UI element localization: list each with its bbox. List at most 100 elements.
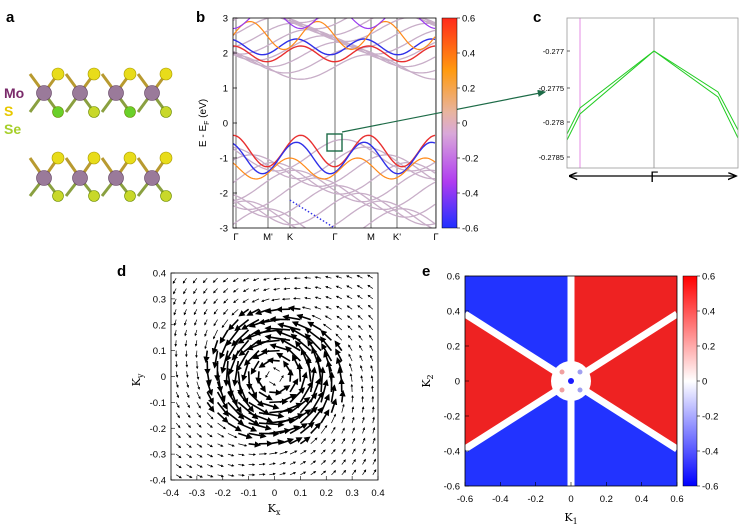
band-colorbar-ticks: 0.6 0.4 0.2 0 -0.2 -0.4 -0.6 bbox=[457, 14, 478, 235]
spin-arrow bbox=[217, 433, 225, 438]
spin-arrow bbox=[310, 471, 317, 476]
spin-arrow bbox=[359, 364, 363, 372]
spin-arrow bbox=[358, 334, 363, 341]
se-atom bbox=[88, 190, 100, 202]
spin-arrow bbox=[203, 309, 208, 315]
spin-arrow bbox=[258, 360, 270, 368]
spin-arrow bbox=[331, 413, 336, 424]
spin-arrow bbox=[370, 354, 374, 362]
spin-arrow bbox=[335, 285, 342, 289]
spin-arrow bbox=[202, 277, 208, 284]
spin-arrow bbox=[223, 288, 229, 293]
spin-arrow bbox=[331, 448, 336, 455]
spin-arrow bbox=[310, 391, 324, 414]
spin-arrow bbox=[336, 305, 342, 310]
spin-arrow bbox=[227, 422, 242, 432]
se-atom bbox=[52, 106, 64, 118]
spin-texture-arrows bbox=[172, 274, 377, 479]
legend-mo: Mo bbox=[4, 85, 24, 101]
spin-arrow bbox=[217, 464, 224, 468]
spin-arrow bbox=[279, 437, 295, 445]
spin-arrow bbox=[300, 461, 307, 465]
spin-arrow bbox=[314, 296, 322, 300]
spin-arrow bbox=[339, 389, 346, 403]
band-ytick: 1 bbox=[223, 84, 228, 95]
spin-arrow bbox=[227, 433, 238, 438]
spin-arrow bbox=[331, 438, 336, 444]
mose2-structure bbox=[28, 67, 173, 202]
spin-arrow bbox=[289, 450, 298, 455]
spin-arrow bbox=[331, 470, 337, 476]
spin-arrow bbox=[289, 409, 312, 424]
spin-arrow bbox=[296, 362, 303, 382]
spin-arrow bbox=[372, 458, 376, 465]
spin-arrow bbox=[341, 459, 346, 465]
spin-arrow bbox=[310, 460, 317, 465]
spin-arrow bbox=[196, 433, 203, 438]
spin-arrow bbox=[334, 340, 343, 352]
spin-arrow bbox=[285, 345, 301, 362]
spin-arrow bbox=[346, 315, 353, 320]
berry-ytick: 0.2 bbox=[447, 342, 460, 353]
spin-arrow bbox=[213, 288, 218, 294]
spin-arrow bbox=[231, 308, 239, 316]
spin-arrow bbox=[356, 285, 363, 289]
spin-arrow bbox=[311, 346, 322, 372]
spin-arrow bbox=[183, 288, 187, 295]
spin-arrow bbox=[367, 274, 374, 279]
spin-arrow bbox=[290, 333, 312, 352]
quiver-xtick: 0.2 bbox=[320, 488, 333, 499]
legend-s: S bbox=[4, 103, 13, 119]
spin-arrow bbox=[369, 334, 374, 341]
quiver-ytick: -0.3 bbox=[150, 450, 166, 461]
spin-arrow bbox=[349, 373, 353, 382]
spin-arrow bbox=[299, 436, 311, 445]
spin-arrow bbox=[299, 371, 308, 393]
spin-arrow bbox=[330, 398, 338, 413]
spin-arrow bbox=[309, 377, 321, 403]
spin-arrow bbox=[304, 286, 311, 290]
spin-arrow bbox=[248, 441, 262, 448]
spin-arrow bbox=[183, 319, 187, 326]
spin-arrow bbox=[309, 366, 317, 393]
spin-arrow bbox=[204, 319, 208, 326]
se-atom bbox=[124, 190, 136, 202]
spin-arrow bbox=[304, 296, 311, 300]
spin-arrow bbox=[206, 422, 213, 428]
berry-xtick: -0.4 bbox=[492, 494, 508, 505]
quiver-frame bbox=[170, 272, 379, 481]
spin-arrow bbox=[370, 364, 374, 372]
spin-arrow bbox=[310, 406, 324, 424]
s-atom bbox=[51, 67, 65, 81]
spin-arrow bbox=[346, 275, 353, 279]
spin-arrow bbox=[279, 402, 303, 414]
spin-arrow bbox=[220, 350, 229, 374]
spin-arrow bbox=[276, 352, 291, 362]
s-atom bbox=[87, 67, 101, 81]
spin-arrow bbox=[320, 409, 330, 424]
spin-arrow bbox=[314, 286, 322, 289]
spin-arrow bbox=[221, 319, 229, 329]
spin-arrow bbox=[250, 360, 260, 375]
spin-arrow bbox=[307, 339, 322, 362]
spin-arrow bbox=[300, 348, 312, 372]
spin-arrow bbox=[207, 453, 214, 458]
band-colorbar-tick: 0.2 bbox=[462, 84, 475, 95]
spin-arrow bbox=[341, 427, 345, 434]
spin-arrow bbox=[173, 298, 177, 305]
spin-arrow bbox=[351, 458, 356, 465]
band-colorbar-tick: 0.6 bbox=[462, 14, 475, 25]
spin-arrow bbox=[193, 288, 198, 295]
spin-arrow bbox=[279, 394, 297, 404]
mo-atom bbox=[72, 85, 88, 101]
spin-arrow bbox=[193, 309, 198, 316]
spin-arrow bbox=[222, 277, 229, 283]
spin-arrow bbox=[319, 336, 333, 352]
spin-arrow bbox=[242, 298, 249, 303]
spin-arrow bbox=[186, 464, 193, 468]
quiver-ylabel: Ky bbox=[130, 373, 145, 386]
spin-arrow bbox=[368, 314, 374, 320]
spin-arrow bbox=[348, 353, 353, 362]
spin-arrow bbox=[310, 449, 316, 455]
